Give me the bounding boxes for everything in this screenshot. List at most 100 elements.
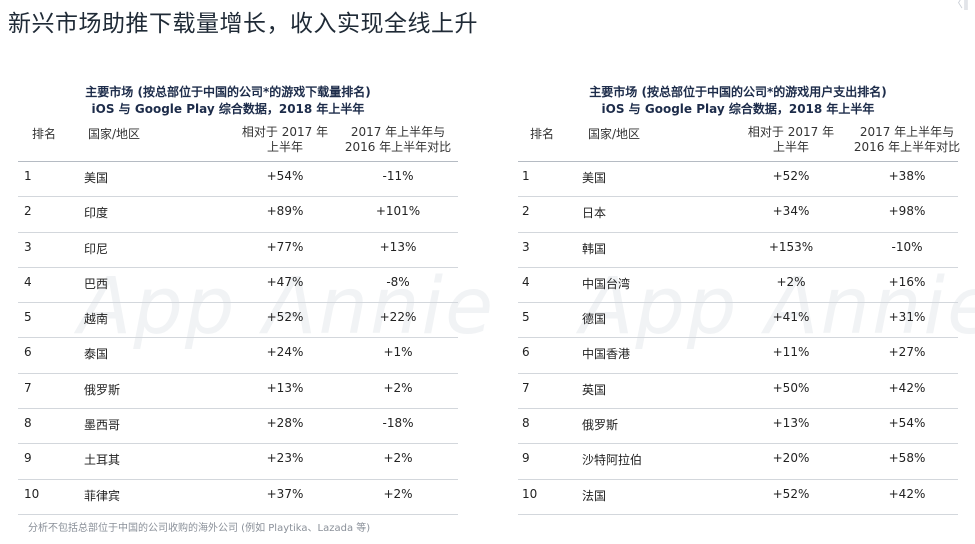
vs-2017h1-cell: +13% [266, 380, 304, 395]
table-row: 8 俄罗斯 +13% +54% [518, 409, 968, 445]
header-rule [18, 161, 458, 162]
row-divider [18, 337, 458, 339]
table-row: 5 越南 +52% +22% [18, 303, 458, 339]
header-vs-2017h1: 相对于 2017 年 上半年 [230, 125, 340, 155]
rank-cell: 6 [522, 345, 530, 360]
country-cell: 印度 [84, 206, 109, 221]
table-row: 3 韩国 +153% -10% [518, 233, 968, 268]
header-2017-vs-2016: 2017 年上半年与 2016 年上半年对比 [844, 125, 970, 155]
rank-cell: 5 [24, 310, 32, 325]
header-2017-vs-2016-line2: 2016 年上半年对比 [853, 140, 961, 154]
vs-2017h1-cell: +20% [772, 451, 810, 466]
header-rule [518, 161, 958, 162]
spend-table-body: 1 美国 +52% +38% 2 日本 +34% +98% 3 韩国 +153% -10% 4 中国台湾 +… [518, 162, 968, 515]
row-divider [18, 196, 458, 198]
country-cell: 俄罗斯 [582, 418, 619, 433]
table-row: 9 沙特阿拉伯 +20% +58% [518, 444, 968, 480]
vs-2016h1-cell: +22% [379, 310, 417, 325]
rank-cell: 3 [522, 239, 530, 254]
downloads-ranking-panel: 主要市场 (按总部位于中国的公司*的游戏下载量排名) iOS 与 Google … [18, 84, 458, 515]
table-row: 2 日本 +34% +98% [518, 197, 968, 233]
vs-2016h1-cell: -8% [386, 274, 410, 289]
rank-cell: 6 [24, 345, 32, 360]
header-2017-vs-2016-line2: 2016 年上半年对比 [344, 140, 452, 154]
vs-2016h1-cell: +16% [888, 274, 926, 289]
country-cell: 越南 [84, 312, 109, 327]
rank-cell: 7 [522, 380, 530, 395]
table-row: 4 巴西 +47% -8% [18, 268, 458, 304]
downloads-title-line2: iOS 与 Google Play 综合数据，2018 年上半年 [91, 102, 365, 116]
vs-2017h1-cell: +50% [772, 380, 810, 395]
header-vs-2017h1-line2: 上半年 [772, 140, 809, 154]
country-cell: 法国 [582, 488, 607, 503]
rank-cell: 8 [24, 416, 32, 431]
vs-2017h1-cell: +34% [772, 204, 810, 219]
vs-2017h1-cell: +52% [772, 169, 810, 183]
table-row: 6 中国香港 +11% +27% [518, 338, 968, 374]
rank-cell: 1 [522, 169, 530, 183]
country-cell: 泰国 [84, 347, 109, 362]
vs-2017h1-cell: +89% [266, 204, 304, 219]
country-cell: 俄罗斯 [84, 382, 121, 397]
rank-cell: 1 [24, 169, 32, 183]
vs-2017h1-cell: +47% [266, 274, 304, 289]
vs-2016h1-cell: +38% [888, 169, 926, 183]
country-cell: 中国台湾 [582, 276, 631, 291]
country-cell: 日本 [582, 206, 607, 221]
vs-2016h1-cell: -10% [891, 239, 923, 254]
table-row: 7 英国 +50% +42% [518, 374, 968, 410]
vs-2017h1-cell: +2% [776, 274, 806, 289]
row-divider [18, 372, 458, 374]
country-cell: 印尼 [84, 241, 109, 256]
header-country: 国家/地区 [588, 127, 641, 141]
row-divider [18, 302, 458, 304]
header-vs-2017h1-line2: 上半年 [266, 140, 303, 154]
downloads-table-body: 1 美国 +54% -11% 2 印度 +89% +101% 3 印尼 +77% +13% 4 巴西 +47… [18, 162, 458, 515]
rank-cell: 10 [522, 486, 538, 501]
vs-2016h1-cell: +2% [383, 486, 413, 501]
header-2017-vs-2016: 2017 年上半年与 2016 年上半年对比 [336, 125, 460, 155]
vs-2017h1-cell: +11% [772, 345, 810, 360]
row-divider [18, 443, 458, 445]
row-divider [518, 443, 958, 445]
country-cell: 菲律宾 [84, 488, 121, 503]
row-divider [518, 196, 958, 198]
country-cell: 土耳其 [84, 453, 121, 468]
vs-2016h1-cell: +58% [888, 451, 926, 466]
vs-2016h1-cell: +2% [383, 451, 413, 466]
vs-2017h1-cell: +37% [266, 486, 304, 501]
rank-cell: 2 [24, 204, 32, 219]
vs-2016h1-cell: +13% [379, 239, 417, 254]
table-row: 9 土耳其 +23% +2% [18, 444, 458, 480]
row-divider [518, 478, 958, 480]
header-vs-2017h1-line1: 相对于 2017 年 [747, 125, 835, 139]
rank-cell: 2 [522, 204, 530, 219]
country-cell: 德国 [582, 312, 607, 327]
rank-cell: 3 [24, 239, 32, 254]
downloads-table-header: 排名 国家/地区 相对于 2017 年 上半年 2017 年上半年与 2016 … [18, 125, 458, 159]
table-row: 1 美国 +52% +38% [518, 162, 968, 198]
header-country: 国家/地区 [88, 127, 141, 141]
footnote: 分析不包括总部位于中国的公司收购的海外公司 (例如 Playtika、Lazad… [28, 523, 371, 534]
row-divider [18, 478, 458, 480]
rank-cell: 9 [522, 451, 530, 466]
rank-cell: 5 [522, 310, 530, 325]
country-cell: 韩国 [582, 241, 607, 256]
row-divider [18, 513, 458, 515]
row-divider [518, 231, 958, 233]
vs-2016h1-cell: +42% [888, 486, 926, 501]
vs-2017h1-cell: +23% [266, 451, 304, 466]
country-cell: 巴西 [84, 276, 109, 291]
rank-cell: 8 [522, 416, 530, 431]
row-divider [518, 372, 958, 374]
country-cell: 美国 [84, 171, 109, 185]
watermark-right: App Annie [580, 262, 975, 352]
rank-cell: 10 [24, 486, 40, 501]
country-cell: 中国香港 [582, 347, 631, 362]
row-divider [18, 231, 458, 233]
watermark-left: App Annie [78, 262, 496, 352]
vs-2016h1-cell: -18% [382, 416, 414, 431]
country-cell: 英国 [582, 382, 607, 397]
vs-2017h1-cell: +24% [266, 345, 304, 360]
table-row: 10 菲律宾 +37% +2% [18, 480, 458, 515]
